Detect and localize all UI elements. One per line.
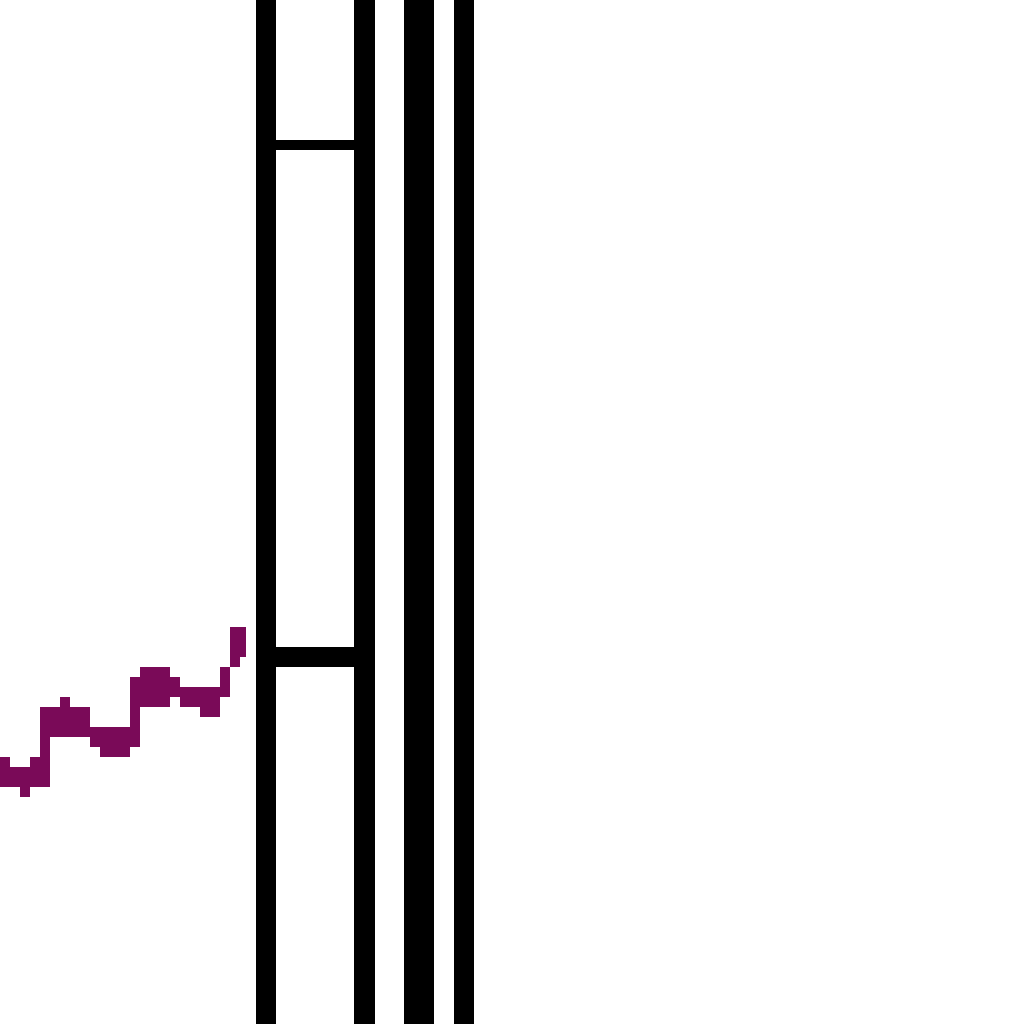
rung-upper [276,140,354,150]
trail-segment [230,627,240,667]
trail-segment [180,687,190,707]
wavy-trail [0,627,246,797]
trail-segment [40,707,50,767]
trail-segment [50,707,60,737]
trail-segment [240,627,246,657]
rung-lower [276,647,354,667]
wall-left-inner [354,0,375,1024]
wall-left-outer [256,0,276,1024]
trail-segment [120,727,130,747]
trail-segment [90,727,100,747]
trail-segment [80,717,90,737]
trail-segment [60,697,70,737]
trail-segment [170,677,180,697]
trail-segment [220,667,230,697]
trail-segment [0,757,10,787]
wall-right-thin [454,0,474,1024]
trail-segment [130,677,140,747]
wall-right-thick [404,0,434,1024]
trail-segment [210,687,220,707]
trail-segment [150,667,170,687]
trail-segment [20,787,30,797]
trail-segment [20,767,30,797]
